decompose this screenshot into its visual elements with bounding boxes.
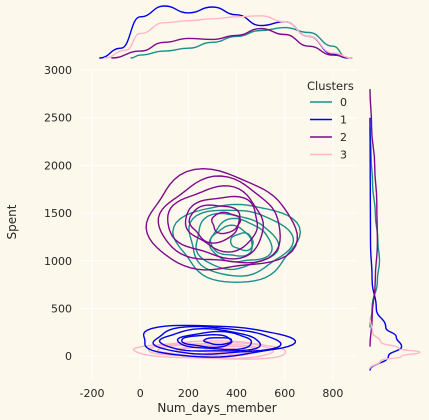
y-tick-label: 3000 (44, 64, 72, 77)
y-tick-label: 2000 (44, 159, 72, 172)
x-tick-label: 0 (137, 387, 144, 400)
contour-line (166, 185, 265, 260)
marginal-x-curve-2 (111, 27, 353, 59)
y-axis-label: Spent (5, 204, 19, 239)
marginal-y-curve-3 (369, 317, 421, 369)
legend-title: Clusters (307, 79, 354, 93)
x-tick-label: 200 (178, 387, 199, 400)
contour-line (203, 337, 232, 346)
contour-line (209, 224, 253, 257)
legend-label-1: 1 (340, 114, 347, 127)
y-tick-label: 2500 (44, 112, 72, 125)
main-contours (132, 167, 302, 360)
marginal-right-panel (369, 89, 421, 371)
contour-line (184, 195, 259, 253)
x-tick-label: -200 (80, 387, 105, 400)
x-tick-label: 400 (226, 387, 247, 400)
main-grid (80, 69, 357, 380)
contour-line (181, 333, 233, 349)
contour-line (230, 232, 254, 252)
marginal-top-panel (99, 5, 353, 59)
y-tick-label: 500 (51, 302, 72, 315)
y-tick-label: 1000 (44, 255, 72, 268)
x-axis-label: Num_days_member (157, 401, 276, 415)
contour-line (176, 345, 257, 357)
contours-cluster-2 (145, 167, 299, 271)
contour-line (188, 204, 241, 244)
axis-ticks: -200 0 200 400 600 800 0 500 1000 1500 2000 2500 300… (44, 64, 343, 400)
x-tick-label: 600 (274, 387, 295, 400)
contour-line (145, 167, 299, 271)
marginal-y-curve-1 (369, 117, 403, 371)
legend-label-3: 3 (340, 149, 347, 162)
contour-line (142, 324, 297, 358)
legend-label-0: 0 (340, 96, 347, 109)
y-tick-label: 0 (65, 350, 72, 363)
legend: Clusters 0 1 2 3 (307, 79, 354, 162)
legend-label-2: 2 (340, 131, 347, 144)
contour-line (176, 330, 253, 351)
contour-line (148, 342, 275, 360)
contour-line (210, 211, 242, 235)
contours-cluster-1 (142, 324, 297, 358)
contour-line (208, 217, 273, 263)
marginal-x-curve-3 (104, 15, 353, 59)
marginal-y-curve-2 (369, 89, 379, 347)
marginal-x-curve-0 (130, 26, 348, 59)
contour-line (152, 325, 282, 355)
x-tick-label: 800 (322, 387, 343, 400)
contour-line (172, 203, 302, 283)
contour-line (157, 175, 281, 264)
contour-line (158, 327, 262, 352)
y-tick-label: 1500 (44, 207, 72, 220)
